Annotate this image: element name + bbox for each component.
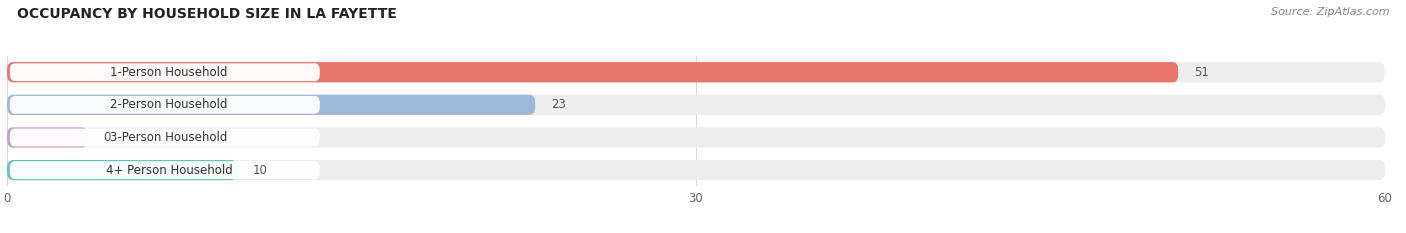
FancyBboxPatch shape (10, 63, 319, 81)
FancyBboxPatch shape (10, 161, 319, 179)
Text: 2-Person Household: 2-Person Household (110, 98, 228, 111)
FancyBboxPatch shape (10, 96, 319, 114)
FancyBboxPatch shape (7, 95, 1385, 115)
FancyBboxPatch shape (7, 62, 1385, 82)
Text: 3-Person Household: 3-Person Household (110, 131, 228, 144)
FancyBboxPatch shape (7, 95, 536, 115)
Text: 0: 0 (104, 131, 111, 144)
FancyBboxPatch shape (7, 127, 87, 147)
Text: OCCUPANCY BY HOUSEHOLD SIZE IN LA FAYETTE: OCCUPANCY BY HOUSEHOLD SIZE IN LA FAYETT… (17, 7, 396, 21)
FancyBboxPatch shape (7, 62, 1178, 82)
Text: 4+ Person Household: 4+ Person Household (105, 164, 232, 177)
Text: 1-Person Household: 1-Person Household (110, 66, 228, 79)
FancyBboxPatch shape (7, 160, 1385, 180)
FancyBboxPatch shape (7, 160, 236, 180)
Text: Source: ZipAtlas.com: Source: ZipAtlas.com (1271, 7, 1389, 17)
Text: 10: 10 (253, 164, 267, 177)
FancyBboxPatch shape (7, 127, 1385, 147)
FancyBboxPatch shape (10, 129, 319, 146)
Text: 23: 23 (551, 98, 567, 111)
Text: 51: 51 (1194, 66, 1209, 79)
